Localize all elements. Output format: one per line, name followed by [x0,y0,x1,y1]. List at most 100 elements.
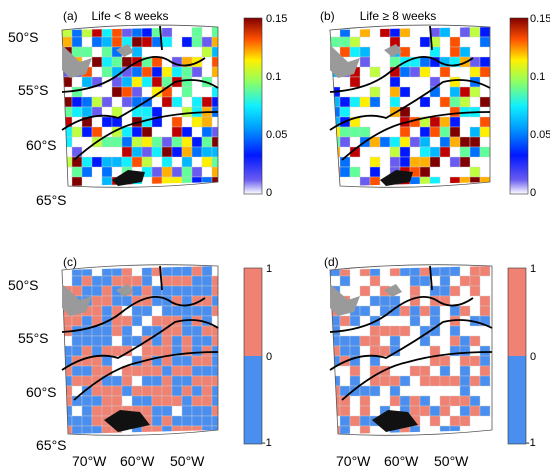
grid-cell [379,375,391,387]
grid-cell [171,136,183,148]
front-line-b1 [329,56,474,93]
grid-cell [449,335,461,347]
grid-cell [469,66,481,78]
grid-cell [369,66,381,78]
lat-label-a-50: 50°S [8,29,39,45]
grid-cell [121,266,133,277]
grid-cell [379,27,391,38]
grid-cell [479,176,490,186]
grid-cell [211,156,218,168]
grid-cell [429,176,441,186]
grid-cell [449,285,461,297]
grid-cell [469,166,481,178]
grid-cell [201,325,213,337]
grid-cell [359,305,371,317]
grid-cell [101,96,113,108]
grid-cell [399,66,411,78]
grid-cell [389,156,401,168]
grid-cell [111,156,123,168]
grid-cell [419,136,431,148]
grid-cell [151,315,163,327]
grid-cell [349,415,361,427]
grid-cell [449,46,461,58]
grid-cell [409,66,421,78]
grid-cell [131,385,143,397]
grid-cell [101,156,113,168]
grid-cell [429,156,441,168]
grid-cell [459,355,471,367]
grid-cell [91,106,103,118]
grid-cell [211,425,218,434]
grid-cell [62,106,73,118]
lat-label-c-55: 55°S [18,330,49,346]
grid-cell [201,385,213,397]
grid-cell [131,36,143,48]
grid-cell [201,96,213,108]
grid-cell [141,305,153,317]
grid-cell [211,305,218,317]
grid-cell [81,126,93,138]
grid-cell [151,385,163,397]
grid-cell [409,156,421,168]
colorbar-d-border [507,267,527,445]
grid-cell [349,46,361,58]
grid-cell [121,345,133,357]
grid-cell [91,305,103,317]
grid-cell [359,126,371,138]
grid-cell [121,86,133,98]
grid-cell [449,136,461,148]
grid-cell [81,405,93,417]
grid-cell [449,86,461,98]
grid-cell [191,116,203,128]
grid-cell [131,305,143,317]
grid-cell [181,395,193,407]
grid-cell [330,315,341,327]
grid-cell [121,295,133,307]
grid-cell [181,166,193,178]
grid-cell [479,66,490,78]
grid-cell [439,295,451,307]
grid-cell [419,405,431,417]
grid-cell [389,146,401,158]
grid-cell [359,176,371,186]
colorbar-a [243,17,263,195]
grid-cell [211,335,218,347]
grid-cell [62,345,73,357]
grid-cell [399,136,411,148]
grid-cell [171,425,183,434]
grid-cell [409,425,421,434]
grid-cell [469,136,481,148]
grid-cell [211,375,218,387]
grid-cell [91,56,103,68]
grid-cell [161,66,173,78]
grid-cell [62,76,73,88]
grid-cell [62,27,73,38]
grid-cell [379,295,391,307]
grid-cell [359,96,371,108]
grid-cell [201,136,213,148]
grid-cell [389,86,401,98]
grid-cell [171,166,183,178]
grid-cell [369,325,381,337]
grid-cell [439,266,451,277]
grid-cell [211,126,218,138]
grid-cell [479,56,490,68]
grid-cell [339,405,351,417]
colorbar-d-tick-0: 0 [530,351,536,363]
grid-cell [399,375,411,387]
grid-cell [171,285,183,297]
grid-cell [469,27,481,38]
colorbar-d-tick-neg1: -1 [526,437,536,449]
grid-cell [439,96,451,108]
grid-cell [369,335,381,347]
grid-cell [379,345,391,357]
grid-cell [191,275,203,287]
grid-cell [330,395,341,407]
grid-cell [469,126,481,138]
grid-cell [161,355,173,367]
grid-cell [339,136,351,148]
grid-cell [479,27,490,38]
grid-cell [181,285,193,297]
grid-cell [181,176,193,186]
grid-cell [171,305,183,317]
